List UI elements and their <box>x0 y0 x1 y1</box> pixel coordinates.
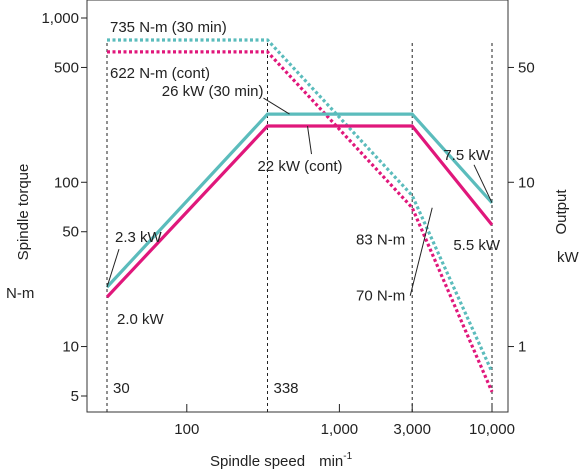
annotation-label: 83 N-m <box>356 232 405 249</box>
y-tick-label-left: 1,000 <box>41 10 79 27</box>
y-tick-label-left: 100 <box>54 174 79 191</box>
annotation-label: 735 N-m (30 min) <box>110 19 227 36</box>
y-tick-label-right: 50 <box>518 59 535 76</box>
annotation-label: 7.5 kW <box>443 147 491 164</box>
y-tick-label-right: 1 <box>518 339 526 356</box>
series-line <box>107 50 494 393</box>
series-line <box>105 112 494 289</box>
y-axis-unit-left: N-m <box>6 285 34 302</box>
x-tick-label: 1,000 <box>321 421 359 438</box>
y-axis-label-right: Output <box>553 189 570 235</box>
series-line <box>107 38 494 373</box>
x-tick-label: 10,000 <box>469 421 515 438</box>
x-axis-unit: min <box>319 453 343 470</box>
annotation-label: 70 N-m <box>356 288 405 305</box>
y-tick-label-right: 10 <box>518 174 535 191</box>
y-tick-label-left: 5 <box>71 388 79 405</box>
annotation-label: 622 N-m (cont) <box>110 65 210 82</box>
marker-label: 30 <box>113 380 130 397</box>
y-axis-unit-right: kW <box>557 249 580 266</box>
x-axis-label: Spindle speed min-1 <box>210 451 353 470</box>
x-axis-label-text: Spindle speed <box>210 453 305 470</box>
annotation-leader <box>473 164 493 204</box>
y-tick-label-left: 10 <box>62 339 79 356</box>
x-axis-unit-superscript: -1 <box>343 451 352 462</box>
annotation-label: 26 kW (30 min) <box>162 83 264 100</box>
y-tick-label-left: 50 <box>62 224 79 241</box>
annotation-leader <box>263 97 290 115</box>
annotation-label: 2.3 kW <box>115 229 163 246</box>
annotation-label: 22 kW (cont) <box>257 158 342 175</box>
annotation-label: 2.0 kW <box>117 311 165 328</box>
annotation-leader <box>106 248 120 288</box>
annotation-label: 5.5 kW <box>453 237 501 254</box>
series-line <box>105 124 494 299</box>
plot-area <box>86 0 509 413</box>
annotation-leader <box>409 207 433 296</box>
annotation-leader <box>307 125 313 155</box>
x-tick-label: 3,000 <box>393 421 431 438</box>
y-tick-label-left: 500 <box>54 59 79 76</box>
x-tick-label: 100 <box>174 421 199 438</box>
y-axis-label-left: Spindle torque <box>15 164 32 261</box>
marker-label: 338 <box>274 380 299 397</box>
